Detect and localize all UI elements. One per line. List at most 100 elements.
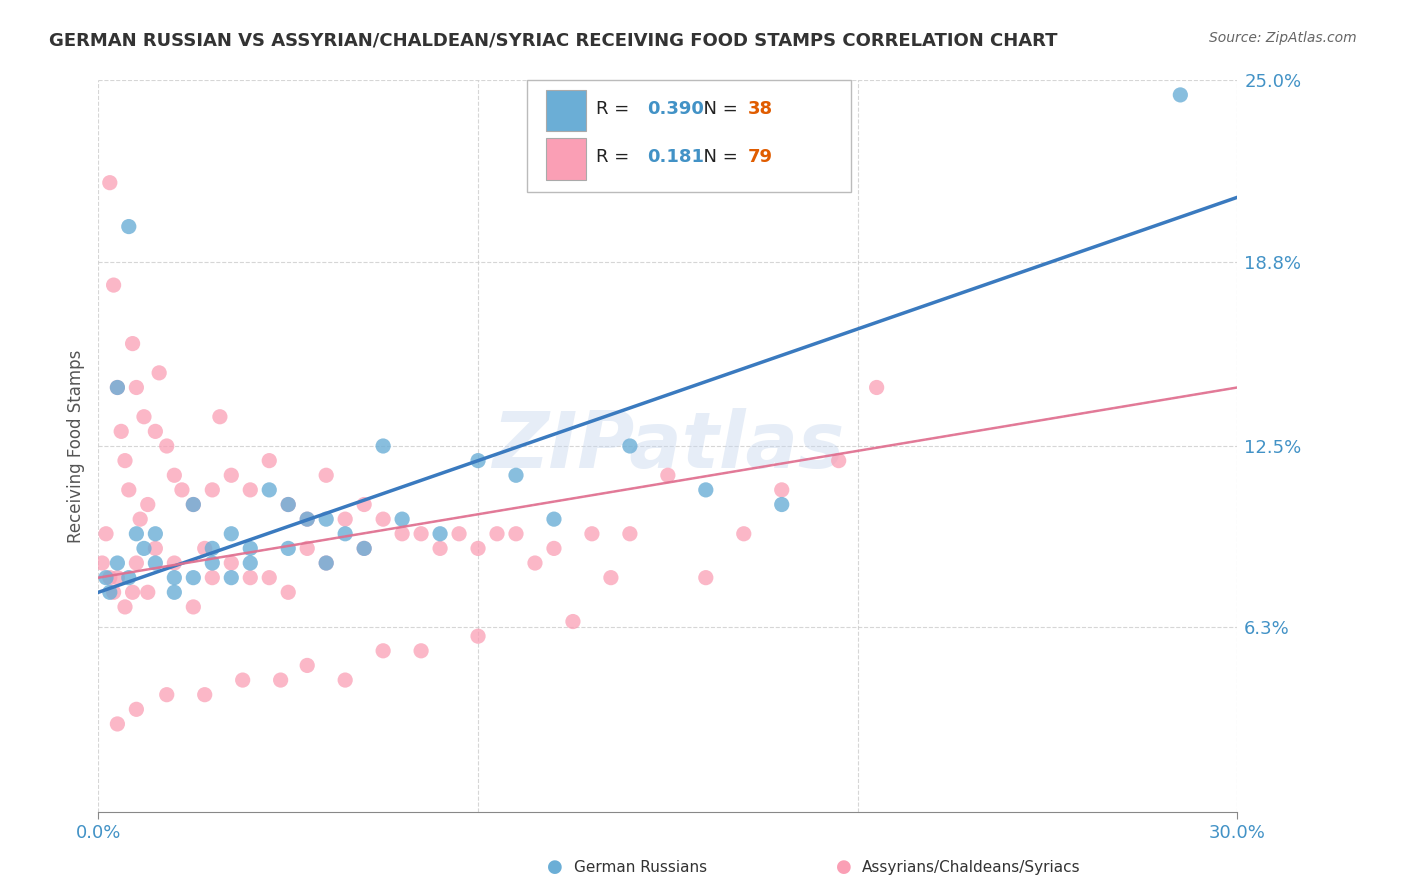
Point: [619, 439, 641, 453]
Point: [145, 541, 167, 556]
Point: [129, 512, 152, 526]
Point: [221, 556, 243, 570]
Text: N =: N =: [692, 148, 744, 166]
Point: [208, 409, 231, 424]
Point: [163, 468, 186, 483]
Point: [619, 526, 641, 541]
Point: [315, 556, 337, 570]
Point: [866, 380, 889, 394]
Text: 0.390: 0.390: [647, 100, 703, 118]
Point: [201, 571, 224, 585]
Point: [467, 541, 489, 556]
Point: [183, 599, 205, 614]
Point: [221, 571, 243, 585]
Point: [239, 571, 262, 585]
Point: [118, 571, 141, 585]
Point: [132, 409, 155, 424]
Point: [125, 556, 148, 570]
Point: [581, 526, 603, 541]
Point: [156, 688, 179, 702]
Point: [163, 571, 186, 585]
Point: [467, 453, 489, 467]
Point: [145, 425, 167, 439]
Point: [297, 541, 319, 556]
Point: [335, 512, 357, 526]
Point: [94, 571, 117, 585]
Point: [695, 483, 717, 497]
Text: R =: R =: [596, 100, 636, 118]
Point: [145, 556, 167, 570]
Point: [114, 599, 136, 614]
Text: ●: ●: [835, 858, 852, 876]
Point: [505, 468, 527, 483]
Point: [315, 556, 337, 570]
Point: [277, 498, 299, 512]
Point: [232, 673, 254, 687]
Text: ZIPatlas: ZIPatlas: [492, 408, 844, 484]
Point: [107, 571, 129, 585]
Point: [277, 541, 299, 556]
Point: [114, 453, 136, 467]
Point: [297, 658, 319, 673]
Text: 79: 79: [748, 148, 773, 166]
Point: [486, 526, 509, 541]
Point: [98, 176, 121, 190]
Point: [125, 380, 148, 394]
Point: [543, 512, 565, 526]
Point: [132, 541, 155, 556]
Point: [277, 498, 299, 512]
Point: [145, 526, 167, 541]
Point: [315, 512, 337, 526]
Point: [118, 483, 141, 497]
Point: [371, 439, 394, 453]
Point: [239, 541, 262, 556]
Text: Assyrians/Chaldeans/Syriacs: Assyrians/Chaldeans/Syriacs: [862, 860, 1080, 874]
Point: [94, 526, 117, 541]
Point: [657, 468, 679, 483]
Point: [163, 556, 186, 570]
Point: [335, 673, 357, 687]
Point: [183, 571, 205, 585]
Point: [107, 380, 129, 394]
Point: [353, 541, 375, 556]
Point: [121, 585, 143, 599]
Point: [562, 615, 585, 629]
Text: GERMAN RUSSIAN VS ASSYRIAN/CHALDEAN/SYRIAC RECEIVING FOOD STAMPS CORRELATION CHA: GERMAN RUSSIAN VS ASSYRIAN/CHALDEAN/SYRI…: [49, 31, 1057, 49]
Point: [194, 541, 217, 556]
Point: [297, 512, 319, 526]
Text: N =: N =: [692, 100, 744, 118]
Point: [170, 483, 193, 497]
Point: [194, 688, 217, 702]
Point: [107, 556, 129, 570]
Point: [353, 541, 375, 556]
Point: [270, 673, 292, 687]
Point: [335, 526, 357, 541]
Point: [118, 219, 141, 234]
Point: [136, 498, 159, 512]
Point: [353, 498, 375, 512]
Y-axis label: Receiving Food Stamps: Receiving Food Stamps: [66, 350, 84, 542]
Text: R =: R =: [596, 148, 641, 166]
Point: [600, 571, 623, 585]
Point: [107, 717, 129, 731]
Point: [429, 526, 451, 541]
Point: [98, 571, 121, 585]
Text: Source: ZipAtlas.com: Source: ZipAtlas.com: [1209, 31, 1357, 45]
Point: [695, 571, 717, 585]
Point: [91, 556, 114, 570]
Point: [125, 526, 148, 541]
Point: [239, 483, 262, 497]
Point: [148, 366, 170, 380]
Text: 0.181: 0.181: [647, 148, 704, 166]
Point: [429, 541, 451, 556]
Point: [221, 468, 243, 483]
Point: [467, 629, 489, 643]
Point: [103, 278, 125, 293]
Point: [828, 453, 851, 467]
Text: ●: ●: [547, 858, 564, 876]
Point: [259, 483, 281, 497]
Point: [770, 483, 793, 497]
Point: [371, 512, 394, 526]
Point: [259, 571, 281, 585]
Point: [411, 526, 433, 541]
